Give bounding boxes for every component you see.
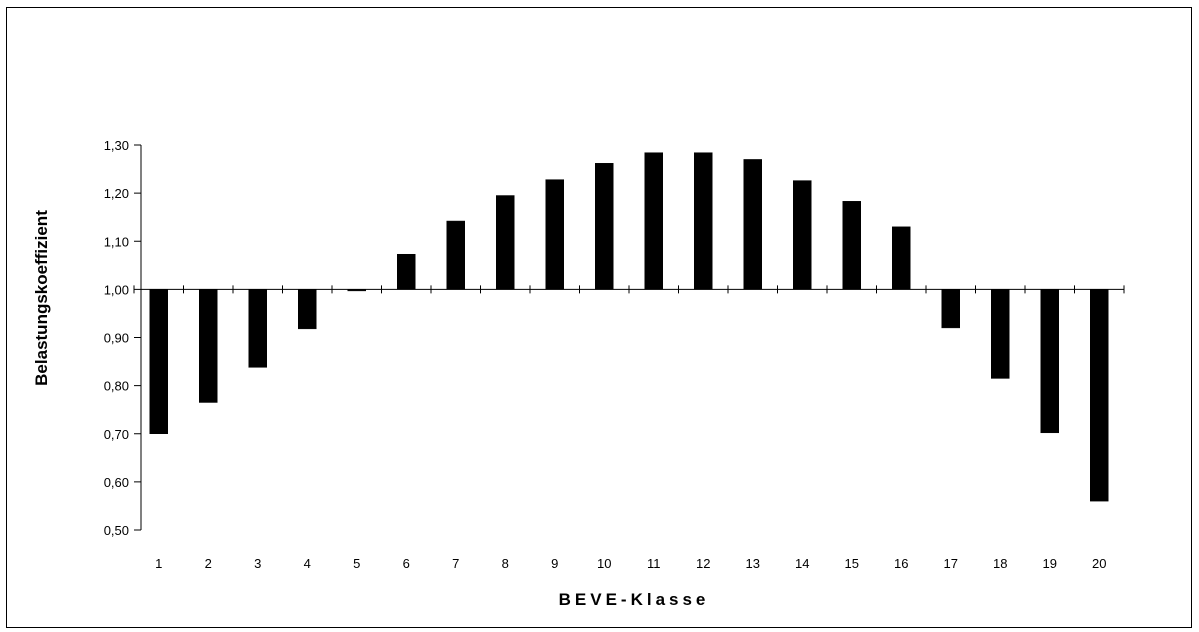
bar: [644, 152, 663, 290]
x-axis: 1 2 3 4 5 6 7 8 9 10 11 12 13 14 15 16 17 18 19 20: [133, 285, 1125, 571]
bar: [595, 163, 614, 290]
bar: [793, 180, 812, 290]
x-tick-label: 16: [894, 556, 908, 571]
x-tick-label: 13: [746, 556, 760, 571]
bar: [892, 226, 911, 290]
x-tick-label: 4: [304, 556, 311, 571]
x-tick-label: 6: [403, 556, 410, 571]
bar: [545, 179, 564, 290]
x-tick-label: 10: [597, 556, 611, 571]
x-tick-label: 1: [155, 556, 162, 571]
y-tick-label: 0,90: [104, 331, 129, 346]
bar: [397, 253, 416, 290]
x-tick-label: 9: [551, 556, 558, 571]
bar: [1040, 289, 1059, 434]
bar: [941, 289, 960, 329]
x-tick-label: 11: [647, 556, 661, 571]
y-tick-label: 1,10: [104, 234, 129, 249]
bar: [199, 289, 218, 403]
x-tick-label: 12: [696, 556, 710, 571]
bar: [149, 289, 168, 434]
bar: [496, 195, 515, 290]
bar: [248, 289, 267, 368]
y-tick-label: 1,30: [104, 138, 129, 153]
y-tick-label: 0,80: [104, 379, 129, 394]
y-tick-label: 0,70: [104, 427, 129, 442]
x-tick-label: 20: [1092, 556, 1106, 571]
bar: [298, 289, 317, 330]
bar: [842, 201, 861, 290]
y-tick-label: 1,20: [104, 186, 129, 201]
y-tick-label: 0,50: [104, 523, 129, 538]
x-tick-label: 14: [795, 556, 809, 571]
bar: [991, 289, 1010, 379]
x-tick-label: 8: [502, 556, 509, 571]
x-tick-label: 19: [1043, 556, 1057, 571]
bar: [694, 152, 713, 290]
bar: [743, 159, 762, 290]
x-tick-label: 2: [205, 556, 212, 571]
bars: [149, 152, 1109, 502]
y-tick-label: 1,00: [104, 282, 129, 297]
bar: [446, 220, 465, 290]
y-axis-title: Belastungskoeffizient: [32, 210, 51, 386]
x-tick-label: 7: [452, 556, 459, 571]
x-tick-label: 15: [845, 556, 859, 571]
x-tick-label: 3: [254, 556, 261, 571]
bar: [1090, 289, 1109, 502]
x-tick-label: 18: [993, 556, 1007, 571]
y-axis: 0,50 0,60 0,70 0,80 0,90 1,00 1,10 1,20 1,30: [104, 138, 142, 538]
x-tick-label: 5: [353, 556, 360, 571]
y-tick-label: 0,60: [104, 475, 129, 490]
x-tick-label: 17: [944, 556, 958, 571]
x-axis-title: BEVE-Klasse: [559, 590, 710, 609]
